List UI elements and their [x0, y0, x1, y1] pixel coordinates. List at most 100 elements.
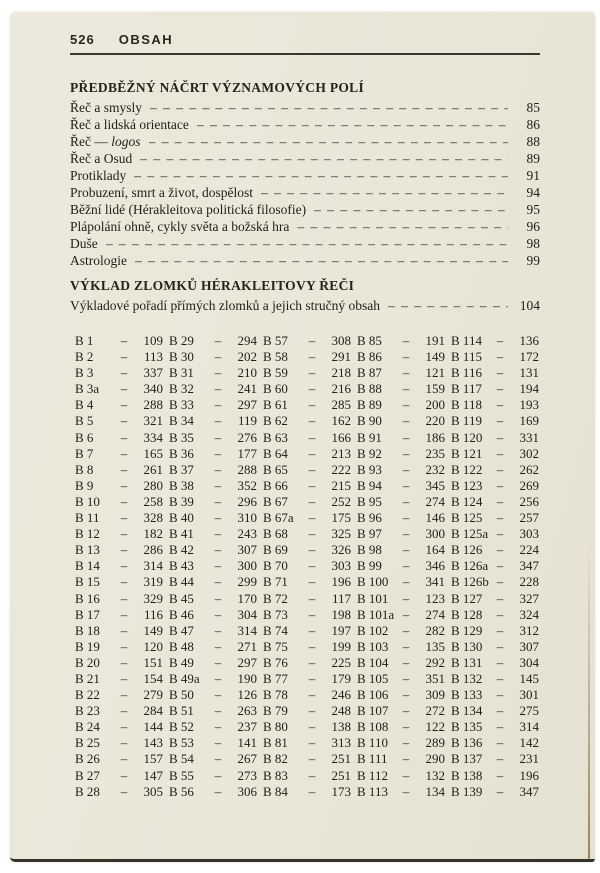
- dash: –: [308, 397, 316, 413]
- fragment-id: B 5: [75, 413, 94, 429]
- fragment-id: B 77: [263, 670, 288, 686]
- fragment-page: 314: [519, 719, 540, 735]
- fragment-entry: B 134–275: [451, 703, 539, 719]
- dash: –: [496, 767, 504, 783]
- fragment-page: 170: [237, 590, 258, 606]
- fragment-page: 314: [143, 558, 164, 574]
- section-fragments: VÝKLAD ZLOMKŮ HÉRAKLEITOVY ŘEČI Výkladov…: [70, 278, 540, 314]
- fragment-id: B 130: [451, 638, 483, 654]
- fragment-page: 132: [425, 767, 446, 783]
- dash: –: [308, 574, 316, 590]
- toc-entry-label: Výkladové pořadí přímých zlomků a jejich…: [70, 298, 381, 313]
- fragment-page: 179: [331, 670, 352, 686]
- fragment-page: 331: [519, 429, 540, 445]
- toc-entry: Probuzení, smrt a život, dospělost – – – …: [70, 184, 540, 201]
- fragment-entry: B 94 –345: [357, 478, 445, 494]
- fragment-column: B 1–109 B 2–113 B 3–337 B 3a –340 B 4–288 B 5–…: [75, 333, 163, 800]
- fragment-id: B 51: [169, 703, 194, 719]
- dash: –: [214, 670, 222, 686]
- fragment-entry: B 81 –313: [263, 735, 351, 751]
- fragment-page: 134: [425, 783, 446, 799]
- fragment-entry: B 49a –190: [169, 671, 257, 687]
- fragment-page: 261: [143, 461, 164, 477]
- dash: –: [308, 735, 316, 751]
- fragment-page: 191: [425, 333, 446, 348]
- fragment-entry: B 59 –218: [263, 365, 351, 381]
- dash-leader: – – – – – – – – – – – – – – – – – – – – …: [140, 151, 508, 166]
- fragment-entry: B 114–136: [451, 333, 539, 349]
- fragment-entry: B 57 –308: [263, 333, 351, 349]
- fragment-id: B 55: [169, 767, 194, 783]
- fragment-page: 135: [425, 638, 446, 654]
- fragment-page: 290: [425, 751, 446, 767]
- fragment-id: B 115: [451, 349, 482, 365]
- fragment-id: B 86: [357, 349, 382, 365]
- fragment-page: 136: [519, 333, 540, 348]
- fragment-page: 117: [331, 590, 351, 606]
- dash: –: [214, 333, 222, 348]
- fragment-page: 119: [237, 413, 257, 429]
- fragment-id: B 35: [169, 429, 194, 445]
- fragment-id: B 137: [451, 751, 483, 767]
- fragment-entry: B 23 –284: [75, 703, 163, 719]
- fragment-page: 285: [331, 397, 352, 413]
- dash: –: [402, 719, 410, 735]
- fragment-id: B 21: [75, 670, 100, 686]
- fragment-page: 109: [143, 333, 164, 348]
- fragment-entry: B 138–196: [451, 768, 539, 784]
- fragment-page: 296: [237, 493, 258, 509]
- fragment-page: 220: [425, 413, 446, 429]
- fragment-entry: B 107–272: [357, 703, 445, 719]
- fragment-page: 313: [331, 735, 352, 751]
- fragment-page: 319: [143, 574, 164, 590]
- fragment-page: 297: [237, 654, 258, 670]
- fragment-page: 120: [143, 638, 164, 654]
- dash: –: [402, 590, 410, 606]
- fragment-page: 282: [425, 622, 446, 638]
- fragment-page: 196: [331, 574, 352, 590]
- fragment-entry: B 108–122: [357, 719, 445, 735]
- toc-list: Řeč a smysly – – – – – – – – – – – – – – …: [70, 99, 540, 269]
- fragment-entry: B 47 –314: [169, 623, 257, 639]
- dash: –: [308, 413, 316, 429]
- fragment-page: 202: [237, 349, 258, 365]
- fragment-id: B 36: [169, 445, 194, 461]
- fragment-entry: B 21 –154: [75, 671, 163, 687]
- fragment-id: B 128: [451, 606, 483, 622]
- fragment-id: B 42: [169, 542, 194, 558]
- fragment-id: B 49a: [169, 670, 200, 686]
- toc-entry-label: Protiklady: [70, 168, 127, 183]
- dash: –: [496, 606, 504, 622]
- fragment-entry: B 116–131: [451, 365, 539, 381]
- fragment-id: B 121: [451, 445, 483, 461]
- fragment-page: 175: [331, 510, 352, 526]
- fragment-entry: B 41 –243: [169, 526, 257, 542]
- fragment-page: 286: [143, 542, 164, 558]
- fragment-page: 289: [425, 735, 446, 751]
- fragment-page: 326: [331, 542, 352, 558]
- fragment-entry: B 104–292: [357, 655, 445, 671]
- fragment-page: 307: [237, 542, 258, 558]
- toc-entry-label: Řeč a smysly: [70, 100, 142, 115]
- fragment-page: 147: [143, 767, 164, 783]
- fragment-column: B 57–308 B 58–291 B 59–218 B 60–216 B 61–285…: [263, 333, 351, 800]
- fragment-id: B 117: [451, 381, 482, 397]
- fragment-page: 143: [143, 735, 164, 751]
- dash: –: [402, 638, 410, 654]
- dash: –: [308, 493, 316, 509]
- fragment-entry: B 92 –235: [357, 446, 445, 462]
- dash: –: [214, 590, 222, 606]
- dash: –: [308, 477, 316, 493]
- dash: –: [496, 783, 504, 799]
- fragment-id: B 30: [169, 349, 194, 365]
- dash: –: [120, 735, 128, 751]
- fragment-id: B 45: [169, 590, 194, 606]
- dash: –: [120, 477, 128, 493]
- fragment-entry: B 70 –303: [263, 558, 351, 574]
- fragment-id: B 11: [75, 510, 100, 526]
- fragment-entry: B 103–135: [357, 639, 445, 655]
- toc-entry: Řeč a Osud – – – – – – – – – – – – – – – …: [70, 150, 540, 167]
- fragment-id: B 138: [451, 767, 483, 783]
- fragment-entry: B 63 –166: [263, 430, 351, 446]
- dash: –: [496, 542, 504, 558]
